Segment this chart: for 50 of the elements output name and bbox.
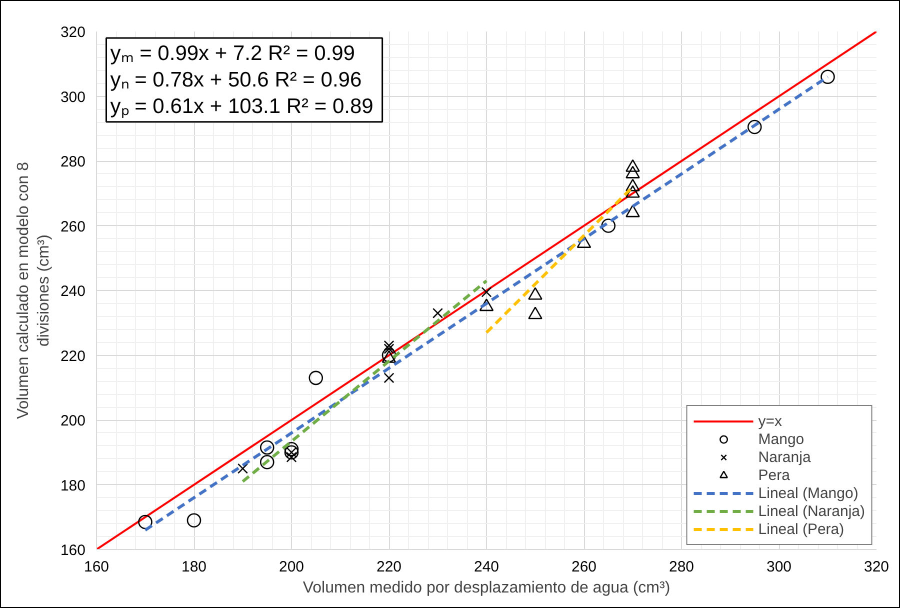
point bbox=[186, 513, 202, 528]
annotation: yₘ = 0.99x + 7.2 R² = 0.99 bbox=[110, 42, 355, 65]
x-tick-label: 300 bbox=[766, 558, 792, 576]
point bbox=[528, 287, 542, 300]
legend-label: Naranja bbox=[758, 448, 811, 466]
x-tick-label: 240 bbox=[474, 558, 500, 576]
point bbox=[238, 463, 248, 474]
annotation: yₚ = 0.61x + 103.1 R² = 0.89 bbox=[110, 94, 374, 119]
legend-label: Lineal (Mango) bbox=[758, 484, 858, 502]
point bbox=[138, 514, 152, 530]
legend-label: Lineal (Naranja) bbox=[758, 502, 865, 520]
point bbox=[626, 185, 640, 198]
x-tick-label: 200 bbox=[278, 558, 304, 576]
point bbox=[626, 166, 640, 178]
y-tick-label: 240 bbox=[60, 283, 86, 300]
point bbox=[384, 372, 394, 384]
point bbox=[479, 298, 494, 312]
legend-label: y=x bbox=[758, 412, 782, 430]
point bbox=[260, 440, 274, 455]
y-tick-label: 200 bbox=[60, 412, 86, 430]
x-tick-label: 280 bbox=[668, 558, 694, 576]
legend-label: Pera bbox=[758, 466, 790, 484]
point bbox=[308, 370, 324, 386]
x-tick-label: 260 bbox=[571, 558, 597, 576]
x-tick-label: 220 bbox=[376, 558, 402, 576]
x-axis-title: Volumen medido por desplazamiento de agua (cm³) bbox=[302, 580, 670, 596]
x-tick-label: 160 bbox=[84, 558, 110, 576]
y-tick-label: 320 bbox=[60, 24, 86, 41]
point bbox=[626, 159, 640, 172]
y-tick-label: 260 bbox=[60, 218, 86, 236]
y-tick-label: 220 bbox=[60, 348, 86, 365]
y-tick-label: 300 bbox=[60, 88, 86, 106]
point bbox=[284, 442, 299, 456]
point bbox=[432, 308, 443, 318]
point bbox=[626, 178, 640, 192]
x-tick-label: 320 bbox=[864, 558, 890, 576]
y-tick-label: 160 bbox=[60, 542, 86, 559]
legend-label: Lineal (Pera) bbox=[758, 520, 844, 538]
x-tick-label: 180 bbox=[181, 558, 207, 576]
point bbox=[260, 454, 274, 470]
legend-label: Mango bbox=[758, 430, 804, 448]
y-axis-title: Volumen calculado en modelo con 8 divisiones (cm³) bbox=[15, 162, 52, 420]
annotation: yₙ = 0.78x + 50.6 R² = 0.96 bbox=[110, 68, 362, 92]
y-tick-label: 180 bbox=[60, 477, 86, 494]
y-tick-label: 280 bbox=[60, 154, 86, 170]
point bbox=[626, 204, 640, 218]
point bbox=[481, 286, 492, 298]
point bbox=[384, 340, 394, 351]
point bbox=[601, 218, 616, 233]
point bbox=[528, 306, 542, 320]
